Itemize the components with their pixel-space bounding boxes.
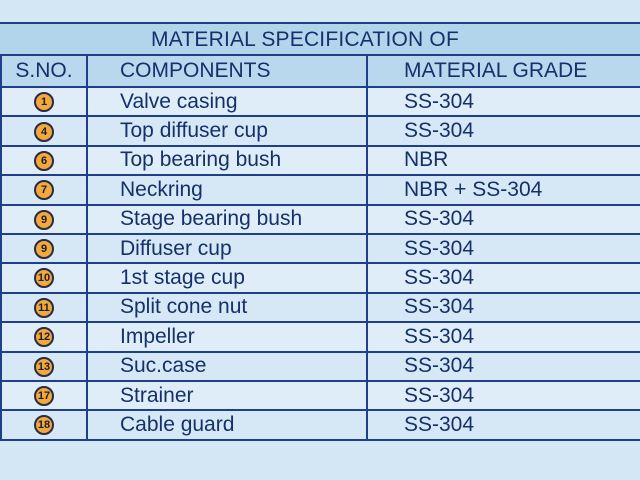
material-grade-cell: SS-304 <box>366 85 640 118</box>
table-row: 1 Valve casing SS-304 <box>0 85 640 118</box>
component-cell: Impeller <box>86 321 368 353</box>
table-row: 6 Top bearing bush NBR <box>0 144 640 177</box>
row-number-cell: 13 <box>0 350 88 382</box>
item-number-badge: 12 <box>34 327 54 348</box>
component-cell: Valve casing <box>86 85 368 118</box>
row-number-cell: 7 <box>0 174 88 206</box>
material-grade-cell: SS-304 <box>366 291 640 324</box>
component-cell: Top diffuser cup <box>86 115 368 147</box>
component-cell: Suc.case <box>86 350 368 382</box>
item-number-badge: 4 <box>34 121 54 142</box>
item-number-badge: 7 <box>34 180 54 201</box>
item-number-badge: 17 <box>34 386 54 407</box>
material-grade-cell: SS-304 <box>366 115 640 147</box>
row-number-cell: 9 <box>0 232 88 265</box>
material-grade-cell: NBR + SS-304 <box>366 174 640 206</box>
material-grade-cell: SS-304 <box>366 232 640 265</box>
item-number-badge: 18 <box>34 415 54 436</box>
material-spec-table: S.NO. COMPONENTS MATERIAL GRADE 1 Valve c… <box>0 54 640 441</box>
row-number-cell: 1 <box>0 85 88 118</box>
row-number-cell: 6 <box>0 144 88 177</box>
component-cell: Split cone nut <box>86 291 368 324</box>
table-row: 7 Neckring NBR + SS-304 <box>0 174 640 206</box>
title-bar: MATERIAL SPECIFICATION OF <box>0 22 640 56</box>
material-grade-cell: SS-304 <box>366 203 640 235</box>
component-cell: Diffuser cup <box>86 232 368 265</box>
item-number-badge: 1 <box>34 92 54 113</box>
component-cell: Strainer <box>86 379 368 412</box>
item-number-badge: 6 <box>34 150 54 171</box>
component-cell: Neckring <box>86 174 368 206</box>
row-number-cell: 10 <box>0 262 88 294</box>
item-number-badge: 9 <box>34 209 54 230</box>
table-row: 4 Top diffuser cup SS-304 <box>0 115 640 147</box>
material-grade-cell: SS-304 <box>366 262 640 294</box>
table-row: 17 Strainer SS-304 <box>0 379 640 412</box>
material-grade-cell: SS-304 <box>366 321 640 353</box>
row-number-cell: 17 <box>0 379 88 412</box>
row-number-cell: 9 <box>0 203 88 235</box>
component-cell: 1st stage cup <box>86 262 368 294</box>
row-number-cell: 4 <box>0 115 88 147</box>
row-number-cell: 18 <box>0 409 88 441</box>
material-grade-cell: NBR <box>366 144 640 177</box>
table-row: 12 Impeller SS-304 <box>0 321 640 353</box>
item-number-badge: 9 <box>34 239 54 260</box>
header-components: COMPONENTS <box>86 54 368 88</box>
component-cell: Top bearing bush <box>86 144 368 177</box>
row-number-cell: 12 <box>0 321 88 353</box>
header-material-grade: MATERIAL GRADE <box>366 54 640 88</box>
component-cell: Stage bearing bush <box>86 203 368 235</box>
table-title: MATERIAL SPECIFICATION OF <box>151 28 459 51</box>
material-grade-cell: SS-304 <box>366 350 640 382</box>
row-number-cell: 11 <box>0 291 88 324</box>
component-cell: Cable guard <box>86 409 368 441</box>
table-row: 18 Cable guard SS-304 <box>0 409 640 441</box>
item-number-badge: 13 <box>34 356 54 377</box>
table-row: 9 Stage bearing bush SS-304 <box>0 203 640 235</box>
header-row: S.NO. COMPONENTS MATERIAL GRADE <box>0 54 640 88</box>
item-number-badge: 11 <box>34 297 54 318</box>
header-sno: S.NO. <box>0 54 88 88</box>
table-row: 11 Split cone nut SS-304 <box>0 291 640 324</box>
material-grade-cell: SS-304 <box>366 379 640 412</box>
material-grade-cell: SS-304 <box>366 409 640 441</box>
table-row: 10 1st stage cup SS-304 <box>0 262 640 294</box>
table-row: 13 Suc.case SS-304 <box>0 350 640 382</box>
item-number-badge: 10 <box>34 268 54 289</box>
table-row: 9 Diffuser cup SS-304 <box>0 232 640 265</box>
